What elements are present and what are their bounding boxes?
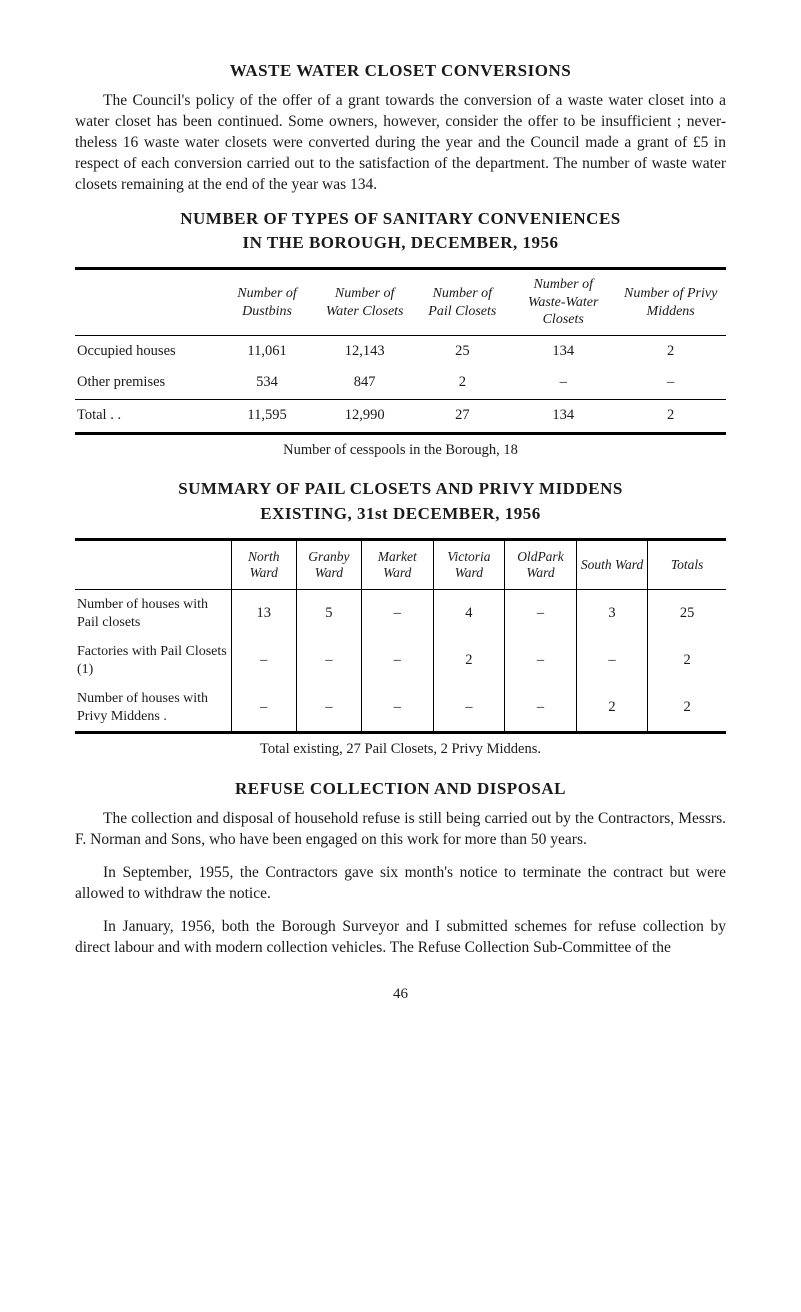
t2-r2-v3: – [433, 684, 505, 731]
t2-r0-v0: 13 [231, 590, 296, 638]
table-summary: North Ward Granby Ward Market Ward Victo… [75, 538, 726, 734]
table1-col1: Number of Dustbins [218, 270, 316, 335]
heading-summary-line1: SUMMARY OF PAIL CLOSETS AND PRIVY MIDDEN… [75, 478, 726, 501]
t1-r1-v4: – [615, 367, 726, 399]
table1-col2: Number of Water Closets [316, 270, 414, 335]
t2-r1-v4: – [505, 637, 577, 684]
heading-sanitary-line2: IN THE BOROUGH, DECEMBER, 1956 [75, 232, 726, 255]
t2-col0 [75, 541, 231, 590]
t1-r0-v4: 2 [615, 335, 726, 367]
t2-col2: Granby Ward [296, 541, 361, 590]
t2-r1-v6: 2 [648, 637, 726, 684]
t2-r1-v5: – [576, 637, 648, 684]
table1-col0 [75, 270, 218, 335]
t1-total-label: Total . . [75, 400, 218, 432]
paragraph-refuse-2: In September, 1955, the Contractors gave… [75, 863, 726, 905]
t2-col3: Market Ward [361, 541, 433, 590]
t1-r1-v0: 534 [218, 367, 316, 399]
table1-col4: Number of Waste-Water Closets [511, 270, 615, 335]
t2-r2-label: Number of houses with Privy Middens . [75, 684, 231, 731]
t1-r0-v2: 25 [414, 335, 512, 367]
t2-r1-v0: – [231, 637, 296, 684]
t2-col5: OldPark Ward [505, 541, 577, 590]
heading-waste-water: WASTE WATER CLOSET CONVERSIONS [75, 60, 726, 83]
paragraph-waste-water: The Council's policy of the offer of a g… [75, 91, 726, 196]
t1-r0-v3: 134 [511, 335, 615, 367]
heading-sanitary-line1: NUMBER OF TYPES OF SANITARY CONVENIENCES [75, 208, 726, 231]
t2-r0-v2: – [361, 590, 433, 638]
t2-r0-v3: 4 [433, 590, 505, 638]
t2-r2-v0: – [231, 684, 296, 731]
t2-r2-v6: 2 [648, 684, 726, 731]
paragraph-refuse-1: The collection and disposal of household… [75, 809, 726, 851]
heading-summary-line2: EXISTING, 31st DECEMBER, 1956 [75, 503, 726, 526]
t2-r1-v2: – [361, 637, 433, 684]
t2-r2-v1: – [296, 684, 361, 731]
t2-r0-v4: – [505, 590, 577, 638]
paragraph-refuse-3: In January, 1956, both the Borough Surve… [75, 917, 726, 959]
t1-total-v3: 134 [511, 400, 615, 432]
t1-total-v2: 27 [414, 400, 512, 432]
t2-r2-v5: 2 [576, 684, 648, 731]
t2-r0-v5: 3 [576, 590, 648, 638]
caption-cesspools: Number of cesspools in the Borough, 18 [75, 441, 726, 461]
t2-r1-v3: 2 [433, 637, 505, 684]
caption-totals: Total existing, 27 Pail Closets, 2 Privy… [75, 740, 726, 760]
t2-r1-label: Factories with Pail Closets (1) [75, 637, 231, 684]
table1-col5: Number of Privy Middens [615, 270, 726, 335]
page-number: 46 [75, 984, 726, 1004]
heading-refuse: REFUSE COLLECTION AND DISPOSAL [75, 778, 726, 801]
t1-total-v0: 11,595 [218, 400, 316, 432]
table1-col3: Number of Pail Closets [414, 270, 512, 335]
t1-r1-v1: 847 [316, 367, 414, 399]
t2-r0-label: Number of houses with Pail closets [75, 590, 231, 638]
t2-col4: Victoria Ward [433, 541, 505, 590]
t2-r2-v4: – [505, 684, 577, 731]
t2-r0-v1: 5 [296, 590, 361, 638]
t1-r0-v0: 11,061 [218, 335, 316, 367]
t1-total-v1: 12,990 [316, 400, 414, 432]
t1-r1-v3: – [511, 367, 615, 399]
t2-r2-v2: – [361, 684, 433, 731]
t1-r0-v1: 12,143 [316, 335, 414, 367]
t1-total-v4: 2 [615, 400, 726, 432]
table-sanitary: Number of Dustbins Number of Water Close… [75, 267, 726, 434]
t2-col1: North Ward [231, 541, 296, 590]
t1-r1-v2: 2 [414, 367, 512, 399]
t1-r1-label: Other premises [75, 367, 218, 399]
t1-r0-label: Occupied houses [75, 335, 218, 367]
t2-col6: South Ward [576, 541, 648, 590]
t2-col7: Totals [648, 541, 726, 590]
t2-r0-v6: 25 [648, 590, 726, 638]
t2-r1-v1: – [296, 637, 361, 684]
